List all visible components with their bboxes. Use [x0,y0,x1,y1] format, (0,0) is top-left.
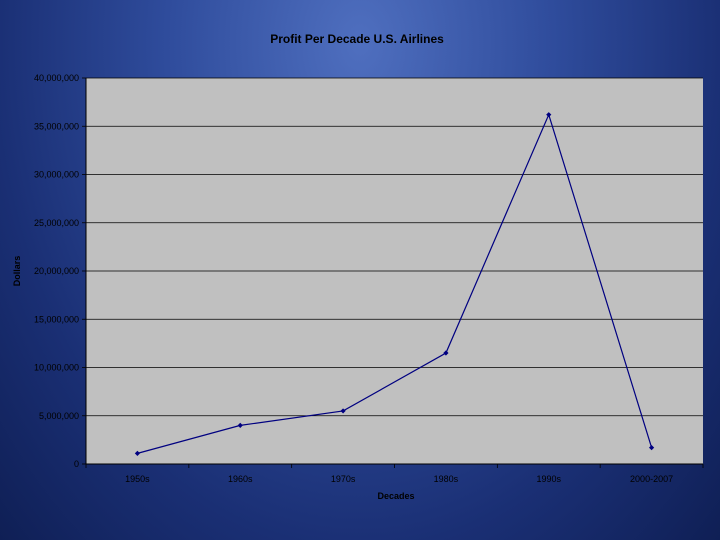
y-tick-label: 10,000,000 [34,363,79,373]
x-tick-label: 1950s [125,474,150,484]
y-tick-label: 0 [74,459,79,469]
data-point [443,350,449,356]
x-tick-label: 1970s [331,474,356,484]
x-tick-label: 1980s [434,474,459,484]
y-tick-label: 30,000,000 [34,170,79,180]
x-axis-ticks: 1950s 1960s 1970s 1980s 1990s 2000-2007 [85,464,704,484]
x-tick-label: 2000-2007 [630,474,673,484]
series-group [134,112,655,456]
y-tick-label: 5,000,000 [39,411,79,421]
chart-title: Profit Per Decade U.S. Airlines [270,32,444,46]
y-tick-label: 15,000,000 [34,314,79,324]
data-point [237,422,243,428]
data-point [340,408,346,414]
gridlines [86,77,703,417]
data-point [546,112,552,118]
data-point [134,450,141,456]
series-line [137,112,653,454]
x-axis-label: Decades [377,491,414,501]
data-point [648,444,655,451]
y-axis-label: Dollars [12,256,22,287]
x-tick-label: 1960s [228,474,253,484]
y-axis-ticks: 0 5,000,000 10,000,000 15,000,000 20,000,000… [34,73,86,469]
y-tick-label: 40,000,000 [34,73,79,83]
y-tick-label: 35,000,000 [34,121,79,131]
y-tick-label: 25,000,000 [34,218,79,228]
y-tick-label: 20,000,000 [34,266,79,276]
x-tick-label: 1990s [536,474,561,484]
